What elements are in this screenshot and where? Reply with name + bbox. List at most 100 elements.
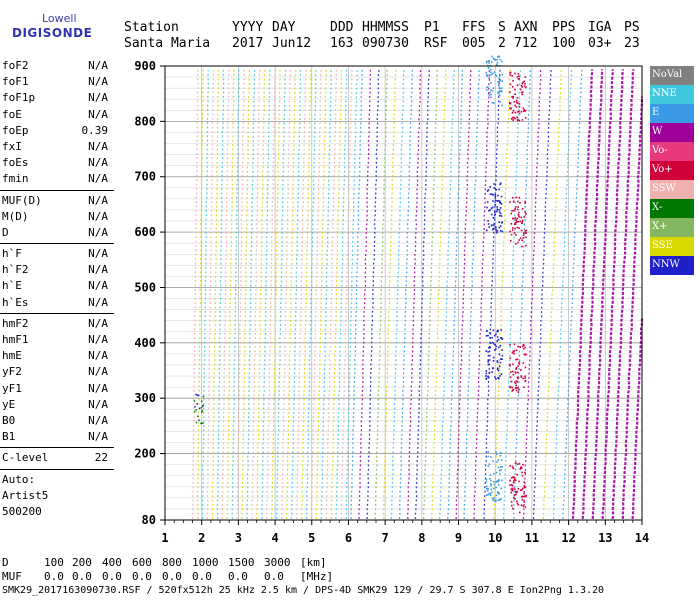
echo-dot bbox=[517, 387, 519, 389]
echo-dot bbox=[499, 375, 501, 377]
echo-dot bbox=[499, 225, 502, 227]
echo-trace bbox=[285, 69, 297, 519]
echo-dot bbox=[486, 206, 488, 209]
param-name: foF1p bbox=[2, 91, 36, 105]
legend-item-nnw: NNW bbox=[650, 256, 694, 275]
echo-dot bbox=[491, 55, 493, 58]
echo-dot bbox=[498, 94, 501, 96]
echo-dot bbox=[499, 75, 501, 77]
param-name: foEs bbox=[2, 156, 29, 170]
echo-dot bbox=[525, 117, 527, 119]
echo-dot bbox=[516, 221, 518, 223]
echo-dot bbox=[490, 224, 493, 227]
param-divider bbox=[0, 468, 114, 470]
echo-trace bbox=[581, 69, 604, 519]
echo-dot bbox=[494, 500, 496, 502]
legend-item-x-: X+ bbox=[650, 218, 694, 237]
echo-dot bbox=[501, 80, 503, 82]
echo-dot bbox=[523, 85, 526, 88]
echo-dot bbox=[496, 59, 498, 61]
echo-dot bbox=[485, 89, 488, 91]
echo-dot bbox=[515, 479, 517, 482]
echo-dot bbox=[517, 241, 519, 244]
echo-dot bbox=[495, 494, 498, 497]
echo-dot bbox=[485, 485, 488, 488]
param-row: C-level 22 bbox=[0, 450, 118, 466]
echo-dot bbox=[525, 229, 528, 232]
param-value: N/A bbox=[88, 193, 108, 207]
param-value: N/A bbox=[88, 263, 108, 277]
echo-dot bbox=[492, 224, 495, 227]
echo-dot bbox=[525, 244, 527, 247]
echo-dot bbox=[521, 91, 524, 93]
echo-dot bbox=[497, 466, 500, 469]
echo-dot bbox=[194, 410, 196, 413]
echo-dot bbox=[516, 84, 519, 87]
param-row: MUF(D) N/A bbox=[0, 193, 118, 209]
echo-dot bbox=[520, 504, 523, 506]
echo-dot bbox=[517, 488, 520, 490]
echo-dot bbox=[518, 112, 521, 115]
echo-dot bbox=[515, 389, 518, 392]
echo-dot bbox=[509, 479, 511, 482]
y-tick-label: 400 bbox=[134, 336, 156, 350]
echo-dot bbox=[494, 194, 497, 196]
echo-dot bbox=[523, 110, 525, 112]
param-name: B0 bbox=[2, 413, 16, 427]
echo-trace bbox=[275, 69, 287, 519]
echo-dot bbox=[495, 453, 498, 456]
echo-dot bbox=[497, 194, 499, 197]
echo-dot bbox=[521, 222, 523, 224]
echo-dot bbox=[492, 499, 495, 502]
header-value: 23 bbox=[624, 36, 640, 51]
echo-dot bbox=[485, 459, 487, 462]
echo-dot bbox=[490, 74, 492, 76]
echo-dot bbox=[524, 346, 526, 349]
echo-dot bbox=[498, 499, 501, 501]
echo-dot bbox=[521, 86, 523, 88]
echo-dot bbox=[485, 494, 488, 496]
echo-dot bbox=[499, 466, 502, 468]
echo-trace bbox=[414, 69, 430, 519]
echo-trace bbox=[430, 69, 447, 519]
echo-trace bbox=[296, 69, 307, 519]
echo-dot bbox=[499, 454, 502, 457]
distance-unit: [km] bbox=[300, 556, 327, 569]
echo-dot bbox=[496, 461, 498, 463]
echo-dot bbox=[499, 182, 502, 184]
echo-dot bbox=[512, 476, 515, 479]
echo-dot bbox=[490, 484, 492, 487]
echo-dot bbox=[514, 93, 516, 95]
param-value: N/A bbox=[88, 333, 108, 346]
distance-value: 200 bbox=[72, 556, 92, 569]
echo-dot bbox=[497, 330, 499, 332]
param-name: foE bbox=[2, 107, 22, 121]
param-value: N/A bbox=[88, 316, 108, 330]
echo-dot bbox=[202, 395, 205, 398]
echo-dot bbox=[510, 380, 513, 383]
echo-dot bbox=[511, 75, 513, 77]
echo-dot bbox=[500, 358, 502, 360]
muf-value: 0.0 bbox=[192, 570, 212, 583]
echo-dot bbox=[496, 206, 498, 208]
echo-dot bbox=[519, 202, 521, 204]
echo-dot bbox=[512, 116, 514, 119]
distance-value: 3000 bbox=[264, 556, 291, 569]
echo-dot bbox=[523, 501, 526, 503]
param-name: h`F bbox=[2, 247, 22, 261]
echo-trace bbox=[473, 69, 491, 519]
param-name: yE bbox=[2, 397, 16, 411]
echo-dot bbox=[523, 80, 526, 83]
echo-dot bbox=[496, 230, 499, 232]
echo-dot bbox=[499, 183, 502, 185]
echo-trace bbox=[300, 69, 312, 519]
echo-dot bbox=[516, 217, 518, 220]
echo-dot bbox=[487, 455, 490, 458]
echo-dot bbox=[510, 223, 513, 225]
echo-dot bbox=[524, 200, 526, 203]
echo-dot bbox=[487, 354, 490, 357]
param-divider bbox=[0, 189, 114, 191]
ionogram-header: Station YYYY DAY DDD HHMMSS P1 FFS S AXN… bbox=[124, 20, 700, 52]
param-name: B1 bbox=[2, 430, 16, 444]
